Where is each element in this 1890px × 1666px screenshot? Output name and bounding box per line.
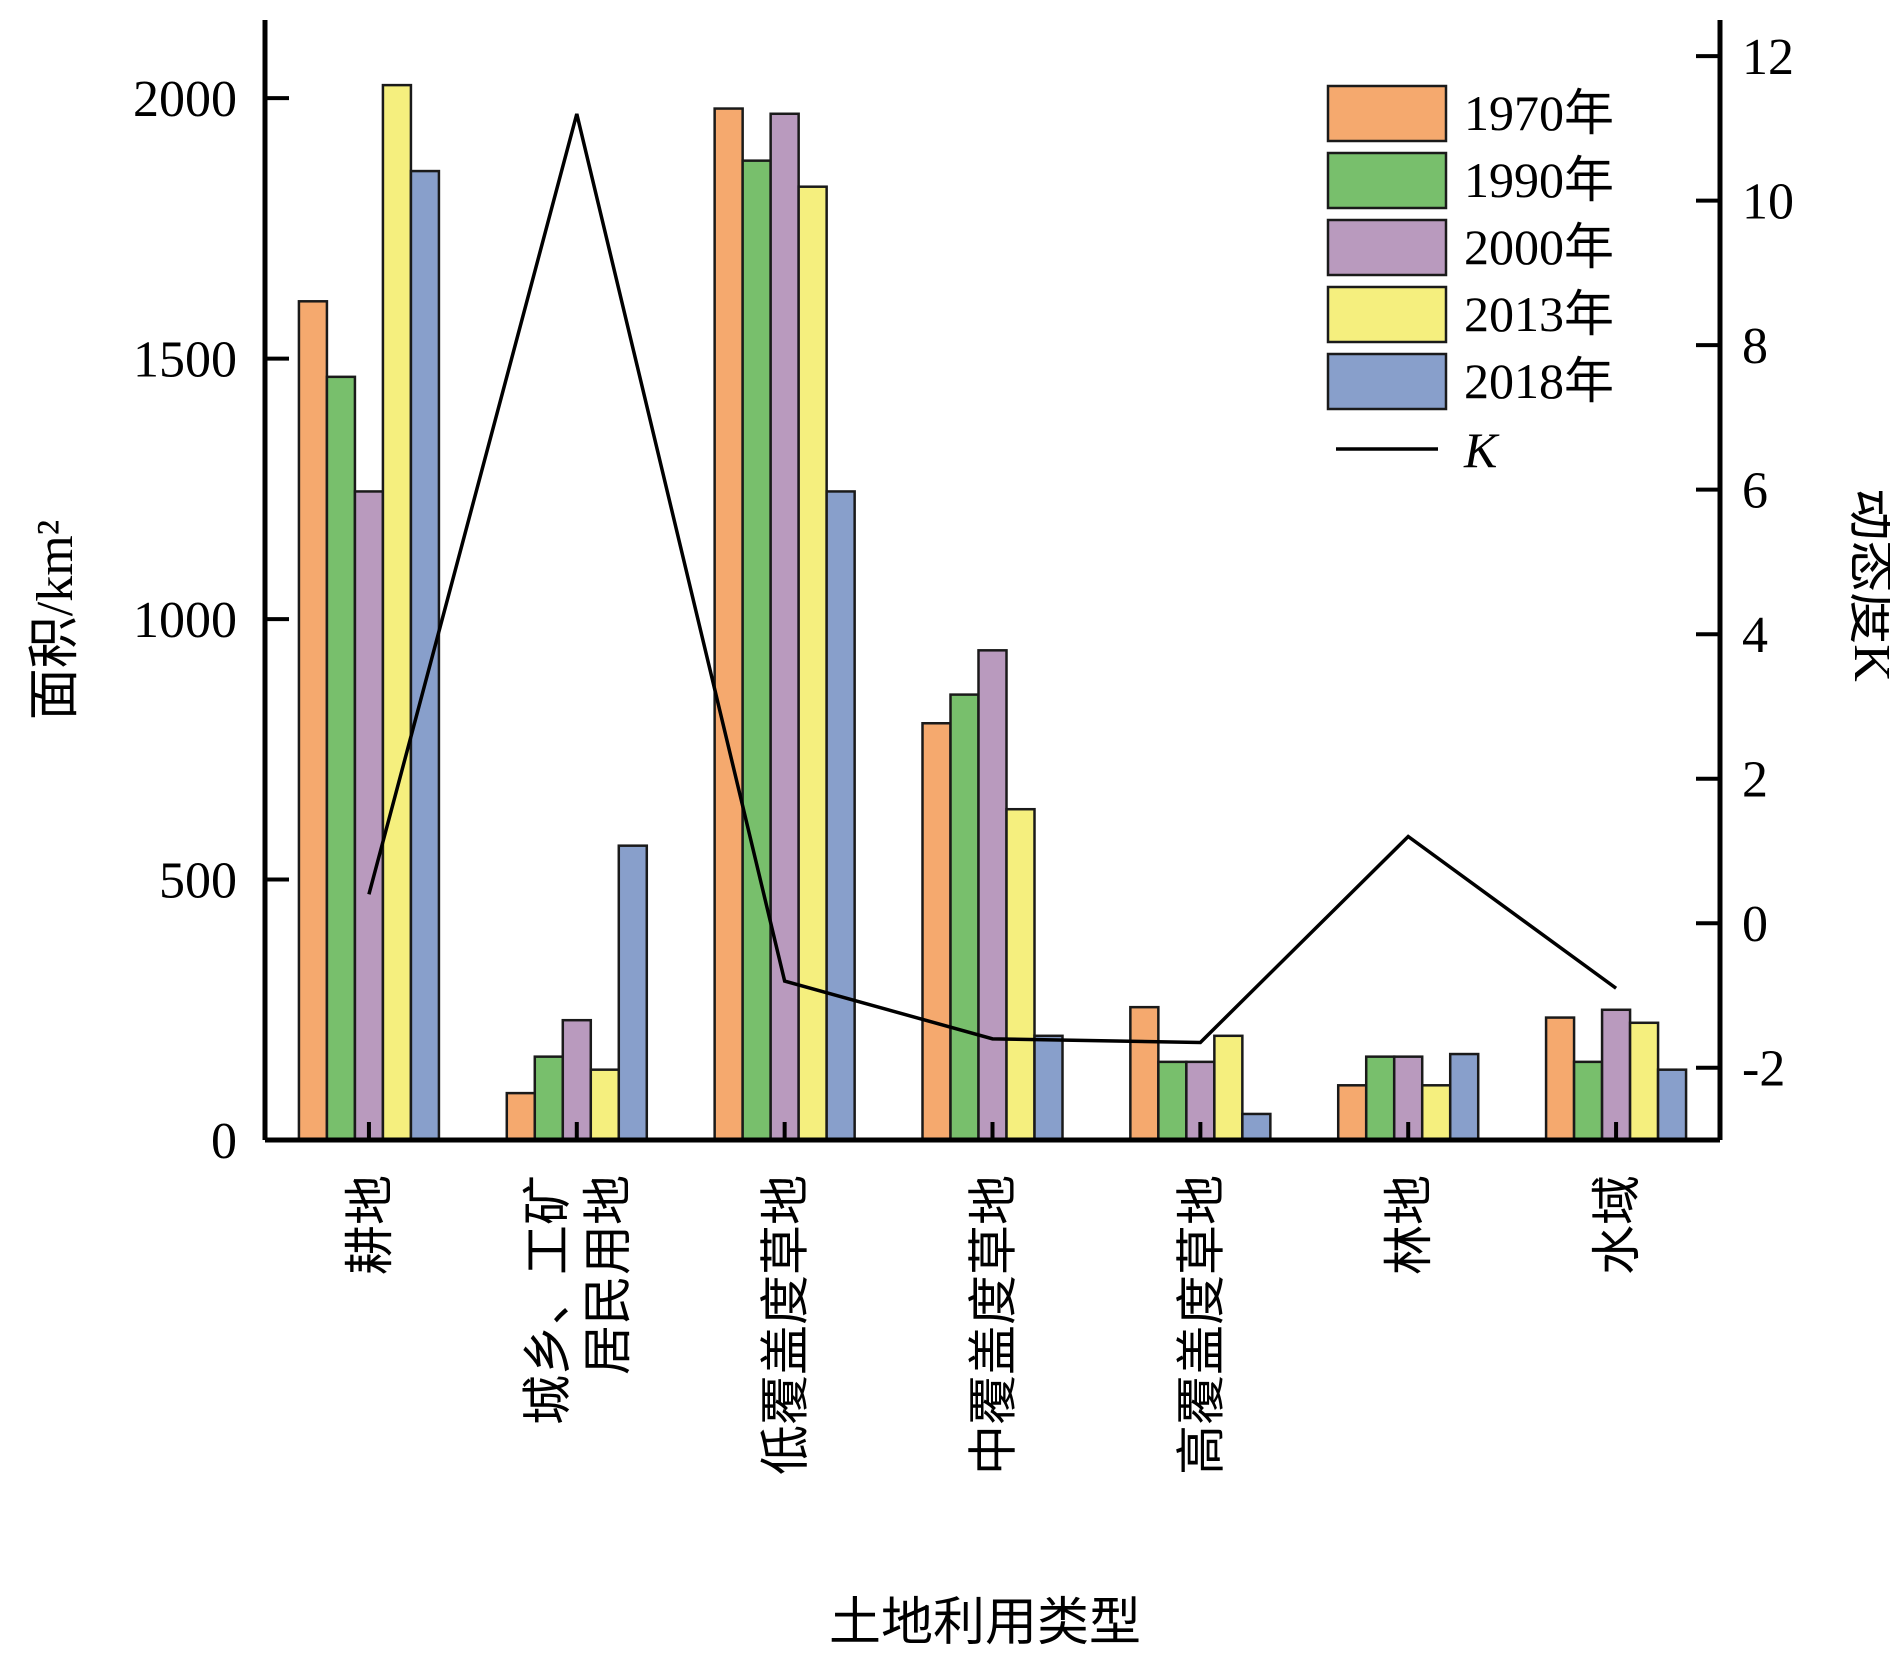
category-label-1-0: 城乡、工矿	[520, 1175, 576, 1425]
legend-swatch-1	[1326, 151, 1448, 210]
bar-series-3-cat-0	[381, 83, 413, 1142]
legend-swatch-3	[1326, 285, 1448, 344]
bar-series-0-cat-5	[1336, 1084, 1368, 1142]
legend: 1970年 1990年 2000年 2013年 2018年 K	[1326, 84, 1614, 478]
bar-series-1-cat-5	[1364, 1055, 1396, 1142]
legend-label-2: 2000年	[1464, 219, 1614, 275]
y-tick-label-left-0: 0	[211, 1113, 237, 1170]
x-axis-title: 土地利用类型	[829, 1595, 1141, 1652]
bar-series-4-cat-3	[1033, 1034, 1064, 1142]
k-line	[367, 113, 1618, 1045]
bar-series-1-cat-4	[1157, 1060, 1188, 1142]
bar-series-0-cat-6	[1544, 1016, 1576, 1142]
category-label-1-1: 居民用地	[580, 1175, 636, 1375]
y-tick-label-right-4: 6	[1742, 463, 1768, 520]
legend-label-1: 1990年	[1464, 152, 1614, 208]
bar-series-3-cat-5	[1420, 1084, 1452, 1142]
y-tick-label-left-2: 1000	[133, 592, 237, 649]
bar-series-1-cat-1	[533, 1055, 565, 1142]
labels-layer: 0 500 1000 1500 2000 -2 0 2 4 6 8 10 12 耕地 城乡、工矿 居民用地 低覆…	[133, 29, 1794, 1475]
bar-series-0-cat-4	[1129, 1005, 1160, 1142]
category-label-5-0: 林地	[1381, 1175, 1437, 1275]
bar-series-1-cat-6	[1572, 1060, 1604, 1142]
bar-series-0-cat-2	[713, 107, 744, 1142]
bar-series-1-cat-3	[949, 693, 980, 1142]
bar-series-3-cat-3	[1005, 807, 1036, 1142]
y-tick-label-right-0: -2	[1742, 1041, 1785, 1098]
y-axis-title: 面积/km²	[27, 520, 84, 721]
category-label-4-0: 高覆盖度草地	[1173, 1175, 1229, 1475]
bar-series-0-cat-1	[505, 1091, 537, 1142]
legend-swatch-4	[1326, 352, 1448, 411]
bar-series-3-cat-4	[1213, 1034, 1244, 1142]
y-tick-label-right-1: 0	[1742, 896, 1768, 953]
bar-series-4-cat-2	[825, 490, 856, 1142]
legend-swatch-2	[1326, 218, 1448, 277]
y-tick-label-left-3: 1500	[133, 332, 237, 389]
bar-series-2-cat-3	[977, 649, 1008, 1142]
legend-label-3: 2013年	[1464, 286, 1614, 342]
bar-series-2-cat-6	[1600, 1008, 1632, 1142]
bar-series-4-cat-5	[1448, 1052, 1480, 1142]
bar-series-4-cat-1	[617, 844, 649, 1142]
legend-label-0: 1970年	[1464, 85, 1614, 141]
category-label-2-0: 低覆盖度草地	[758, 1175, 814, 1475]
bar-series-3-cat-6	[1628, 1021, 1660, 1142]
category-label-3-0: 中覆盖度草地	[966, 1175, 1022, 1475]
bar-series-4-cat-0	[409, 169, 441, 1142]
bar-series-0-cat-0	[297, 300, 329, 1142]
k-line-layer	[367, 113, 1618, 1045]
y-tick-label-left-1: 500	[159, 853, 237, 910]
bars-layer	[297, 83, 1688, 1142]
bar-series-2-cat-2	[769, 112, 800, 1142]
y-tick-label-right-2: 2	[1742, 752, 1768, 809]
bar-series-2-cat-1	[561, 1018, 593, 1142]
bar-series-1-cat-2	[741, 159, 772, 1142]
y-tick-label-right-5: 8	[1742, 318, 1768, 375]
legend-label-k: K	[1463, 422, 1500, 478]
y-tick-label-right-7: 12	[1742, 29, 1794, 86]
legend-swatch-0	[1326, 84, 1448, 143]
bar-series-3-cat-2	[797, 185, 828, 1142]
bar-series-0-cat-3	[921, 722, 952, 1142]
y-tick-label-right-3: 4	[1742, 607, 1768, 664]
y-tick-label-left-4: 2000	[133, 71, 237, 128]
bar-series-2-cat-0	[353, 490, 385, 1142]
bar-series-4-cat-4	[1241, 1112, 1272, 1142]
y-axis-right-title: 动态度K	[1843, 488, 1890, 682]
legend-label-4: 2018年	[1464, 353, 1614, 409]
category-label-6-0: 水域	[1589, 1175, 1645, 1275]
bar-series-3-cat-1	[589, 1068, 621, 1142]
category-label-0-0: 耕地	[342, 1175, 398, 1275]
bar-series-1-cat-0	[325, 375, 357, 1142]
bar-series-4-cat-6	[1656, 1068, 1688, 1142]
y-tick-label-right-6: 10	[1742, 174, 1794, 231]
axes-layer	[262, 20, 1723, 1143]
